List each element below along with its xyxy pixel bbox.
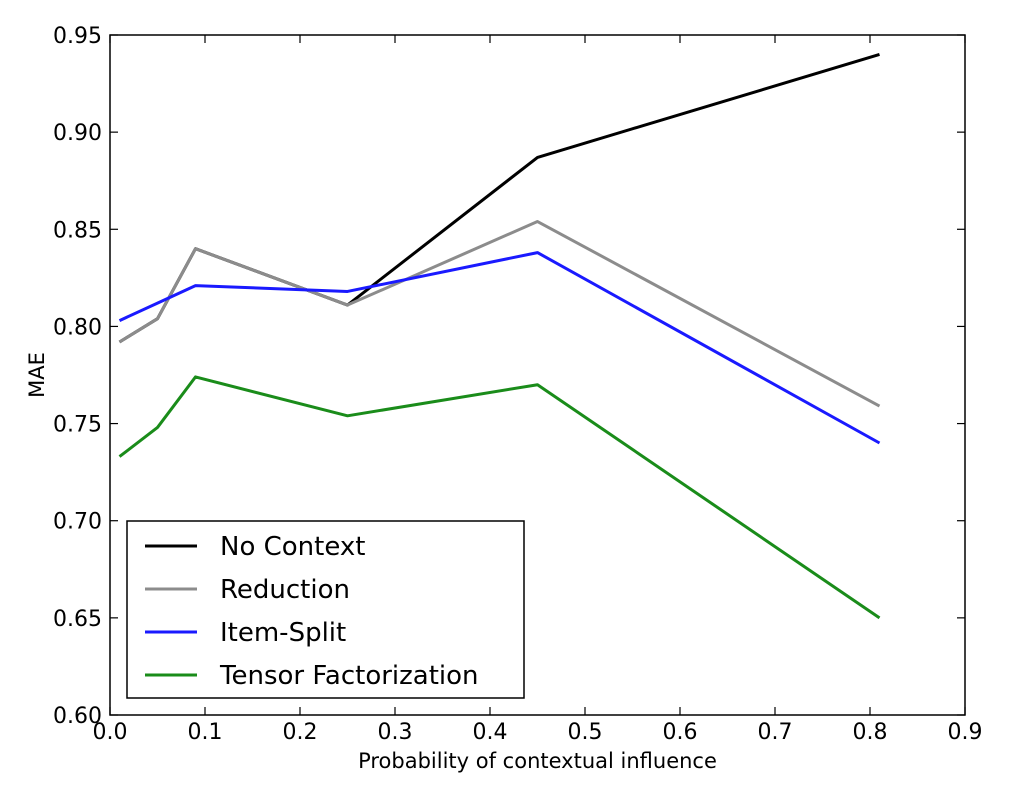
x-tick-label: 0.7 xyxy=(758,720,793,745)
x-tick-label: 0.3 xyxy=(378,720,413,745)
legend-label-2: Item-Split xyxy=(220,618,346,648)
series-line-2 xyxy=(118,251,881,445)
series-line-3 xyxy=(118,375,881,620)
y-tick-label: 0.65 xyxy=(53,607,102,632)
x-axis-label: Probability of contextual influence xyxy=(358,749,717,773)
y-tick-label: 0.80 xyxy=(53,315,102,340)
y-tick-label: 0.85 xyxy=(53,218,102,243)
y-tick-label: 0.75 xyxy=(53,413,102,438)
x-tick-label: 0.8 xyxy=(853,720,888,745)
y-tick-label: 0.60 xyxy=(53,704,102,729)
x-tick-label: 0.6 xyxy=(663,720,698,745)
y-axis-label: MAE xyxy=(25,352,49,398)
legend-label-3: Tensor Factorization xyxy=(219,661,479,691)
legend-box xyxy=(126,520,525,699)
legend-label-0: No Context xyxy=(220,532,365,562)
y-tick-label: 0.70 xyxy=(53,510,102,535)
y-tick-label: 0.95 xyxy=(53,24,102,49)
x-tick-label: 0.9 xyxy=(948,720,983,745)
x-tick-label: 0.2 xyxy=(283,720,318,745)
x-tick-label: 0.1 xyxy=(188,720,223,745)
x-tick-label: 0.0 xyxy=(93,720,128,745)
axis-ticks: 0.0 0.1 0.2 0.3 0.4 0.5 0.6 0.7 0.8 0.9 0.60 0.65 0.… xyxy=(53,24,982,745)
plot-area-frame xyxy=(109,34,966,716)
y-tick-label: 0.90 xyxy=(53,121,102,146)
legend: No Context Reduction Item-Split Tensor Fact… xyxy=(126,520,525,699)
x-tick-label: 0.5 xyxy=(568,720,603,745)
x-tick-label: 0.4 xyxy=(473,720,508,745)
legend-label-1: Reduction xyxy=(220,575,350,605)
series-line-1 xyxy=(118,220,881,408)
series-layer xyxy=(118,52,881,620)
